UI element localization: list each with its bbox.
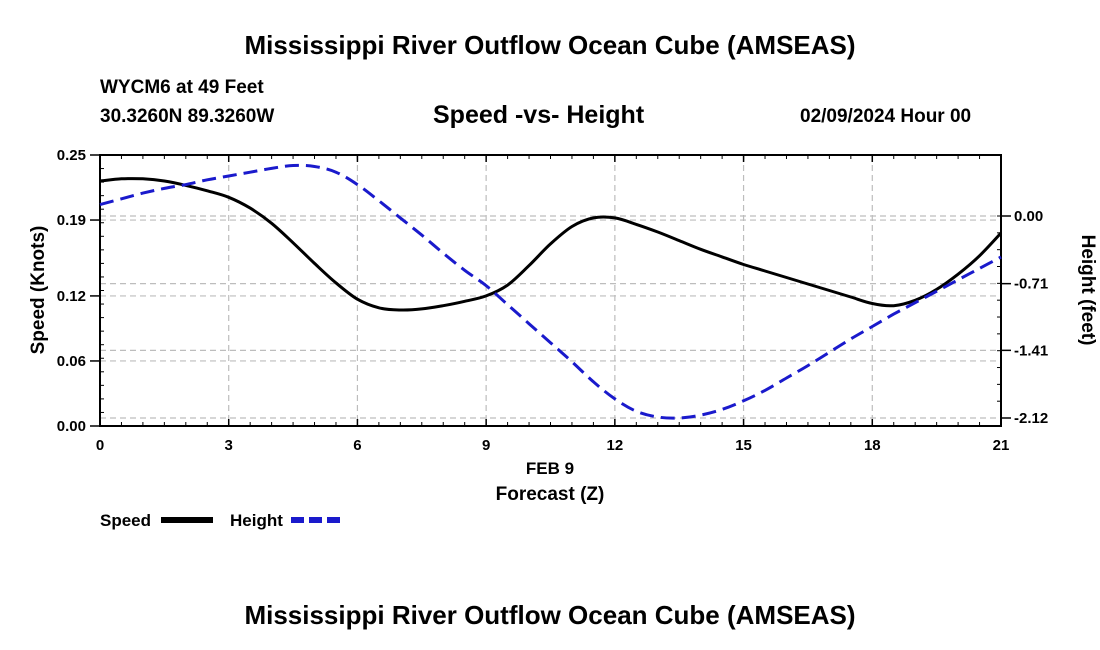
minor-ticks	[99, 154, 1002, 427]
tick-labels: 0 3 6 9 12 15 18 21 0.00 0.06 0.12 0.19 0.25 0.00 -0.7…	[57, 147, 1048, 454]
x-tick-label: 3	[225, 437, 233, 454]
y2-tick-label: -1.41	[1014, 342, 1048, 359]
y-tick-label: 0.06	[57, 353, 86, 370]
x-axis-date-label: FEB 9	[526, 459, 574, 478]
y2-tick-label: -2.12	[1014, 410, 1048, 427]
x-tick-label: 0	[96, 437, 104, 454]
x-tick-label: 9	[482, 437, 490, 454]
speed-series-line	[99, 177, 1003, 312]
data-series	[99, 163, 1003, 420]
y-axis-title: Speed (Knots)	[28, 226, 49, 355]
y2-tick-label: 0.00	[1014, 208, 1043, 225]
legend-speed-label: Speed	[100, 511, 151, 530]
x-tick-label: 21	[993, 437, 1010, 454]
speed-height-chart: 0 3 6 9 12 15 18 21 0.00 0.06 0.12 0.19 0.25 0.00 -0.7…	[28, 147, 1098, 530]
axis-ticks	[90, 154, 1011, 427]
x-axis-title: Forecast (Z)	[496, 484, 605, 505]
chart-title: Speed -vs- Height	[433, 101, 645, 129]
date-label: 02/09/2024 Hour 00	[800, 106, 972, 127]
y-tick-label: 0.12	[57, 288, 86, 305]
y-tick-label: 0.19	[57, 212, 86, 229]
station-label: WYCM6 at 49 Feet	[100, 77, 264, 98]
height-series-line	[99, 163, 1002, 420]
page-title: Mississippi River Outflow Ocean Cube (AM…	[244, 30, 856, 60]
legend: Speed Height	[100, 511, 343, 530]
legend-height-label: Height	[230, 511, 283, 530]
y2-tick-label: -0.71	[1014, 276, 1048, 293]
footer-title: Mississippi River Outflow Ocean Cube (AM…	[244, 600, 856, 630]
y-tick-label: 0.25	[57, 147, 86, 164]
x-tick-label: 15	[735, 437, 752, 454]
plot-frame	[99, 154, 1002, 427]
x-tick-label: 6	[353, 437, 361, 454]
x-tick-label: 18	[864, 437, 881, 454]
y2-axis-title: Height (feet)	[1077, 235, 1098, 346]
x-tick-label: 12	[607, 437, 624, 454]
grid-lines	[100, 155, 1001, 426]
y-tick-label: 0.00	[57, 418, 86, 435]
coordinates-label: 30.3260N 89.3260W	[100, 106, 275, 127]
